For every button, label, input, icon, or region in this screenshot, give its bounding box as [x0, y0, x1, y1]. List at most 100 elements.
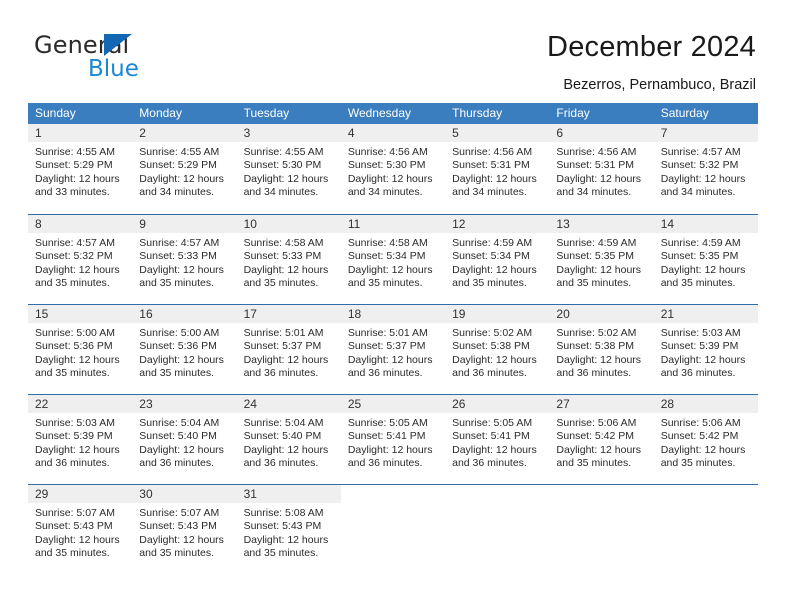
day-number: 15: [35, 307, 49, 321]
sunset-text: Sunset: 5:40 PM: [243, 430, 322, 443]
sunset-text: Sunset: 5:30 PM: [243, 159, 322, 172]
daylight-text-line2: and 35 minutes.: [660, 277, 736, 290]
calendar-day-cell[interactable]: 13 Sunrise: 4:59 AM Sunset: 5:35 PM Dayligh…: [549, 215, 654, 304]
day-details: Sunrise: 5:04 AM Sunset: 5:40 PM Daylight:…: [237, 413, 341, 471]
daylight-text-line1: Daylight: 12 hours: [556, 353, 642, 366]
day-details: Sunrise: 5:01 AM Sunset: 5:37 PM Daylight:…: [341, 323, 445, 381]
sunset-text: Sunset: 5:42 PM: [556, 430, 635, 443]
day-number: 24: [243, 397, 257, 411]
calendar-day-cell[interactable]: 22 Sunrise: 5:03 AM Sunset: 5:39 PM Dayligh…: [28, 395, 133, 484]
calendar-day-cell[interactable]: 6 Sunrise: 4:56 AM Sunset: 5:31 PM Daylight…: [549, 124, 654, 214]
sunset-text: Sunset: 5:42 PM: [660, 430, 739, 443]
calendar-day-cell[interactable]: 30 Sunrise: 5:07 AM Sunset: 5:43 PM Dayligh…: [132, 485, 237, 574]
day-details: Sunrise: 5:04 AM Sunset: 5:40 PM Daylight:…: [132, 413, 236, 471]
calendar-day-cell[interactable]: 17 Sunrise: 5:01 AM Sunset: 5:37 PM Dayligh…: [236, 305, 341, 394]
daylight-text-line2: and 35 minutes.: [35, 367, 110, 380]
calendar-day-cell[interactable]: 26 Sunrise: 5:05 AM Sunset: 5:41 PM Dayligh…: [445, 395, 550, 484]
daylight-text-line1: Daylight: 12 hours: [139, 172, 224, 185]
daylight-text-line2: and 36 minutes.: [660, 367, 736, 380]
calendar-day-cell[interactable]: 2 Sunrise: 4:55 AM Sunset: 5:29 PM Daylight…: [132, 124, 237, 214]
calendar-day-cell[interactable]: 18 Sunrise: 5:01 AM Sunset: 5:37 PM Dayligh…: [340, 305, 446, 394]
daylight-text-line2: and 36 minutes.: [452, 457, 527, 470]
daylight-text-line2: and 35 minutes.: [139, 277, 214, 290]
daylight-text-line1: Daylight: 12 hours: [243, 443, 329, 456]
day-number-band: [445, 305, 550, 323]
sunset-text: Sunset: 5:29 PM: [35, 159, 113, 172]
daylight-text-line1: Daylight: 12 hours: [556, 172, 642, 185]
calendar-day-cell[interactable]: 11 Sunrise: 4:58 AM Sunset: 5:34 PM Dayligh…: [340, 215, 446, 304]
day-details: Sunrise: 4:55 AM Sunset: 5:30 PM Daylight:…: [237, 142, 341, 200]
day-number-band: [132, 485, 237, 503]
calendar-day-cell[interactable]: 9 Sunrise: 4:57 AM Sunset: 5:33 PM Daylight…: [132, 215, 237, 304]
day-number: 3: [243, 126, 251, 140]
daylight-text-line2: and 36 minutes.: [347, 457, 423, 470]
daylight-text-line2: and 35 minutes.: [347, 277, 423, 290]
day-number-band: [340, 305, 446, 323]
calendar-day-cell[interactable]: 24 Sunrise: 5:04 AM Sunset: 5:40 PM Dayligh…: [236, 395, 341, 484]
calendar-day-cell[interactable]: 7 Sunrise: 4:57 AM Sunset: 5:32 PM Daylight…: [653, 124, 758, 214]
day-number: 17: [243, 307, 257, 321]
day-number-band: [132, 215, 237, 233]
daylight-text-line1: Daylight: 12 hours: [243, 263, 329, 276]
weekday-header-wednesday: Wednesday: [347, 106, 411, 120]
day-number-band: [653, 215, 758, 233]
sunrise-text: Sunrise: 4:55 AM: [35, 146, 115, 158]
calendar-day-cell[interactable]: 8 Sunrise: 4:57 AM Sunset: 5:32 PM Daylight…: [28, 215, 133, 304]
day-details: Sunrise: 4:56 AM Sunset: 5:31 PM Daylight:…: [445, 142, 549, 200]
calendar-week-row: 22 Sunrise: 5:03 AM Sunset: 5:39 PM Dayligh…: [28, 394, 758, 484]
calendar-day-cell[interactable]: 21 Sunrise: 5:03 AM Sunset: 5:39 PM Dayligh…: [653, 305, 758, 394]
calendar-day-cell[interactable]: 25 Sunrise: 5:05 AM Sunset: 5:41 PM Dayligh…: [340, 395, 446, 484]
daylight-text-line1: Daylight: 12 hours: [243, 353, 329, 366]
day-number: 6: [556, 126, 564, 140]
calendar-day-cell[interactable]: 29 Sunrise: 5:07 AM Sunset: 5:43 PM Dayligh…: [28, 485, 133, 574]
calendar-day-cell[interactable]: 31 Sunrise: 5:08 AM Sunset: 5:43 PM Dayligh…: [236, 485, 341, 574]
sunrise-text: Sunrise: 5:06 AM: [660, 417, 741, 429]
day-details: Sunrise: 5:02 AM Sunset: 5:38 PM Daylight:…: [445, 323, 549, 381]
day-details: [341, 503, 445, 507]
sunrise-text: Sunrise: 5:04 AM: [243, 417, 324, 429]
daylight-text-line1: Daylight: 12 hours: [452, 443, 537, 456]
calendar-day-cell[interactable]: 15 Sunrise: 5:00 AM Sunset: 5:36 PM Dayligh…: [28, 305, 133, 394]
calendar-day-cell[interactable]: 27 Sunrise: 5:06 AM Sunset: 5:42 PM Dayligh…: [549, 395, 654, 484]
calendar-day-cell[interactable]: 4 Sunrise: 4:56 AM Sunset: 5:30 PM Daylight…: [340, 124, 446, 214]
day-number: 19: [452, 307, 466, 321]
day-number: 11: [347, 217, 361, 231]
calendar-day-cell[interactable]: 23 Sunrise: 5:04 AM Sunset: 5:40 PM Dayligh…: [132, 395, 237, 484]
calendar-day-cell[interactable]: 20 Sunrise: 5:02 AM Sunset: 5:38 PM Dayligh…: [549, 305, 654, 394]
calendar-day-cell[interactable]: 10 Sunrise: 4:58 AM Sunset: 5:33 PM Dayligh…: [236, 215, 341, 304]
day-number-band: [341, 485, 445, 503]
day-number-band: [653, 305, 758, 323]
daylight-text-line1: Daylight: 12 hours: [243, 533, 329, 546]
weekday-header-row: Sunday Monday Tuesday Wednesday Thursday…: [28, 103, 758, 124]
day-details: [549, 503, 653, 507]
day-number-band: [28, 395, 133, 413]
calendar-day-cell[interactable]: 3 Sunrise: 4:55 AM Sunset: 5:30 PM Daylight…: [236, 124, 341, 214]
daylight-text-line1: Daylight: 12 hours: [452, 263, 537, 276]
day-details: [654, 503, 758, 507]
day-number-band: [549, 124, 654, 142]
sunset-text: Sunset: 5:32 PM: [35, 250, 113, 263]
calendar-day-cell[interactable]: 14 Sunrise: 4:59 AM Sunset: 5:35 PM Dayligh…: [653, 215, 758, 304]
daylight-text-line1: Daylight: 12 hours: [139, 353, 224, 366]
calendar-day-cell[interactable]: 19 Sunrise: 5:02 AM Sunset: 5:38 PM Dayligh…: [445, 305, 550, 394]
logo[interactable]: General Blue: [34, 32, 274, 88]
sunrise-text: Sunrise: 4:56 AM: [452, 146, 533, 158]
daylight-text-line2: and 35 minutes.: [556, 277, 632, 290]
daylight-text-line1: Daylight: 12 hours: [139, 263, 224, 276]
day-number: 13: [556, 217, 570, 231]
sunrise-text: Sunrise: 4:56 AM: [347, 146, 428, 158]
calendar-week-row: 1 Sunrise: 4:55 AM Sunset: 5:29 PM Daylight…: [28, 124, 758, 214]
daylight-text-line2: and 34 minutes.: [660, 186, 736, 199]
sunset-text: Sunset: 5:39 PM: [660, 340, 739, 353]
calendar-day-cell[interactable]: 12 Sunrise: 4:59 AM Sunset: 5:34 PM Dayligh…: [445, 215, 550, 304]
calendar-day-cell[interactable]: 1 Sunrise: 4:55 AM Sunset: 5:29 PM Daylight…: [28, 124, 133, 214]
calendar-day-cell[interactable]: 5 Sunrise: 4:56 AM Sunset: 5:31 PM Daylight…: [445, 124, 550, 214]
day-number: 31: [243, 487, 257, 501]
calendar-day-cell[interactable]: 28 Sunrise: 5:06 AM Sunset: 5:42 PM Dayligh…: [653, 395, 758, 484]
calendar-week-row: 29 Sunrise: 5:07 AM Sunset: 5:43 PM Dayligh…: [28, 484, 758, 574]
daylight-text-line2: and 36 minutes.: [556, 367, 632, 380]
calendar-weeks: 1 Sunrise: 4:55 AM Sunset: 5:29 PM Daylight…: [28, 124, 758, 574]
day-details: Sunrise: 4:59 AM Sunset: 5:35 PM Daylight:…: [549, 233, 653, 291]
calendar-day-cell[interactable]: 16 Sunrise: 5:00 AM Sunset: 5:36 PM Dayligh…: [132, 305, 237, 394]
sunrise-text: Sunrise: 5:01 AM: [243, 327, 324, 339]
